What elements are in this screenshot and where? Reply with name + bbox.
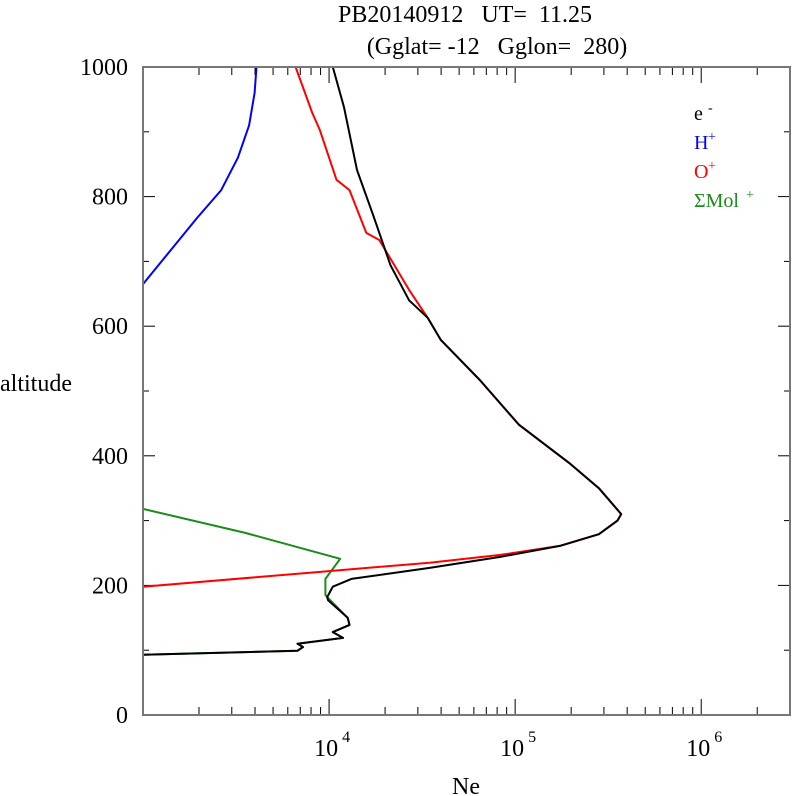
legend-entry-sup: -	[708, 101, 713, 116]
legend-entry-O+: O	[694, 161, 708, 183]
y-tick-label: 800	[92, 185, 128, 211]
y-tick-label: 0	[116, 703, 128, 729]
y-tick-label: 400	[92, 444, 128, 470]
legend-entry-sup: +	[708, 159, 716, 174]
x-axis-label: Ne	[452, 774, 480, 796]
series-line-H+	[142, 66, 258, 285]
legend-entry-sup: +	[708, 130, 716, 145]
y-tick-label: 600	[92, 314, 128, 340]
chart-subtitle: (Gglat= -12 Gglon= 280)	[367, 34, 627, 60]
legend: e -H +O +ΣMol +	[694, 101, 754, 212]
axis-ticks	[143, 67, 790, 715]
y-axis-label: altitude	[0, 371, 72, 397]
plot-frame	[142, 66, 791, 716]
legend-entry-ΣMol+: ΣMol	[694, 190, 739, 212]
legend-entry-sup: +	[746, 188, 754, 203]
x-tick-label: 10	[500, 736, 524, 762]
x-tick-label: 10	[686, 736, 710, 762]
y-tick-label: 1000	[80, 55, 128, 81]
x-tick-label: 10	[314, 736, 338, 762]
y-tick-label: 200	[92, 573, 128, 599]
x-tick-exponent: 4	[342, 729, 350, 746]
x-tick-exponent: 6	[714, 729, 722, 746]
legend-entry-e-: e	[694, 103, 703, 125]
x-tick-exponent: 5	[528, 729, 536, 746]
series-layer	[142, 66, 623, 656]
chart-title: PB20140912 UT= 11.25	[338, 2, 592, 28]
series-line-ΣMol+	[142, 507, 351, 656]
series-line-e-	[142, 66, 623, 656]
legend-entry-H+: H	[694, 132, 708, 154]
series-line-O+	[142, 66, 623, 588]
